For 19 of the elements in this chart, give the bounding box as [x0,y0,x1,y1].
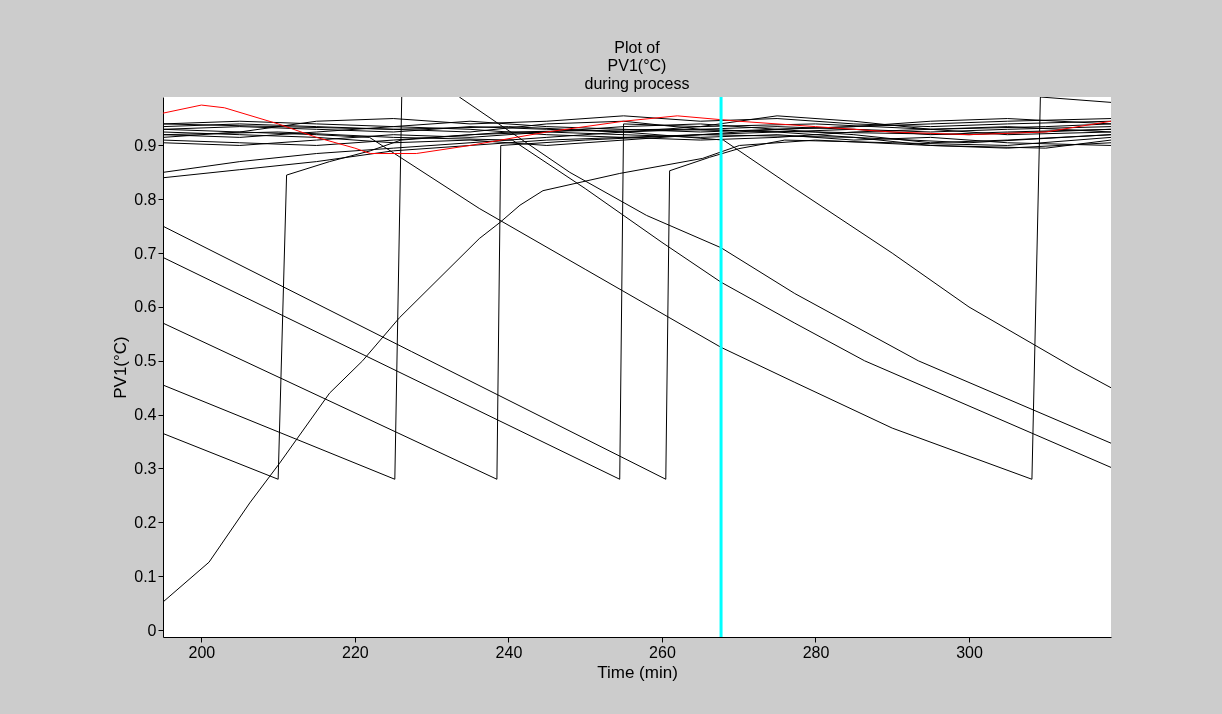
y-tick-label: 0.2 [134,513,157,531]
y-tick-label: 0 [147,621,157,639]
chart-title: Plot of PV1(°C) during process [584,38,690,92]
y-tick-label: 0.8 [134,190,157,208]
x-axis-title: Time (min) [597,662,678,682]
x-tick-label: 260 [649,643,676,661]
y-tick-label: 0.1 [134,567,157,585]
x-tick-label: 240 [495,643,523,661]
y-tick-label: 0.4 [134,406,157,424]
y-tick-label: 0.6 [134,298,157,316]
x-tick-label: 200 [188,643,216,661]
y-axis-title: PV1(°C) [111,336,131,399]
y-tick-label: 0.5 [134,352,157,370]
x-tick-label: 280 [802,643,830,661]
x-tick-label: 300 [956,643,983,661]
y-tick-label: 0.7 [134,244,157,262]
x-tick-label: 220 [342,643,369,661]
y-tick-label: 0.3 [134,459,157,477]
y-tick-label: 0.9 [134,136,157,154]
